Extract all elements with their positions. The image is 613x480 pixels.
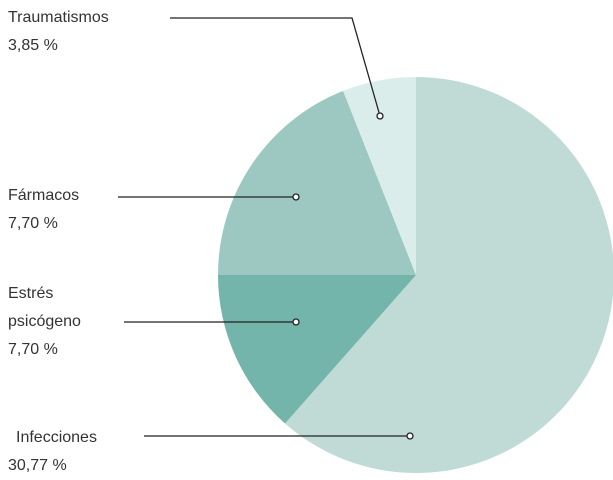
- pie-slice-farmacos: [217, 90, 416, 276]
- pie-slice-estres-psicogeno: [218, 275, 416, 424]
- leader-dot-farmacos: [292, 193, 300, 201]
- slice-value-traumatismos: 3,85 %: [8, 37, 58, 54]
- slice-name-farmacos: Fármacos: [8, 187, 80, 204]
- leader-dot-traumatismos: [376, 112, 384, 120]
- leader-dot-infecciones: [406, 432, 414, 440]
- slice-name-infecciones: Infecciones: [16, 429, 97, 446]
- slice-name-estres-line2: psicógeno: [8, 313, 81, 330]
- slice-name-estres-line1: Estrés: [8, 285, 54, 302]
- leader-dot-estres-psicogeno: [292, 318, 300, 326]
- slice-name-traumatismos: Traumatismos: [8, 9, 109, 26]
- slice-value-estres: 7,70 %: [8, 341, 58, 358]
- label-estres-psicogeno: Estrés psicógeno 7,70 %: [8, 280, 81, 364]
- leader-line-traumatismos: [170, 17, 381, 117]
- pie-slice-infecciones: [285, 77, 613, 473]
- slice-value-farmacos: 7,70 %: [8, 215, 58, 232]
- slice-value-infecciones: 30,77 %: [8, 457, 67, 474]
- label-traumatismos: Traumatismos 3,85 %: [8, 4, 109, 60]
- label-infecciones: Infecciones 30,77 %: [8, 424, 97, 480]
- pie-slice-traumatismos: [343, 77, 416, 275]
- label-farmacos: Fármacos 7,70 %: [8, 182, 79, 238]
